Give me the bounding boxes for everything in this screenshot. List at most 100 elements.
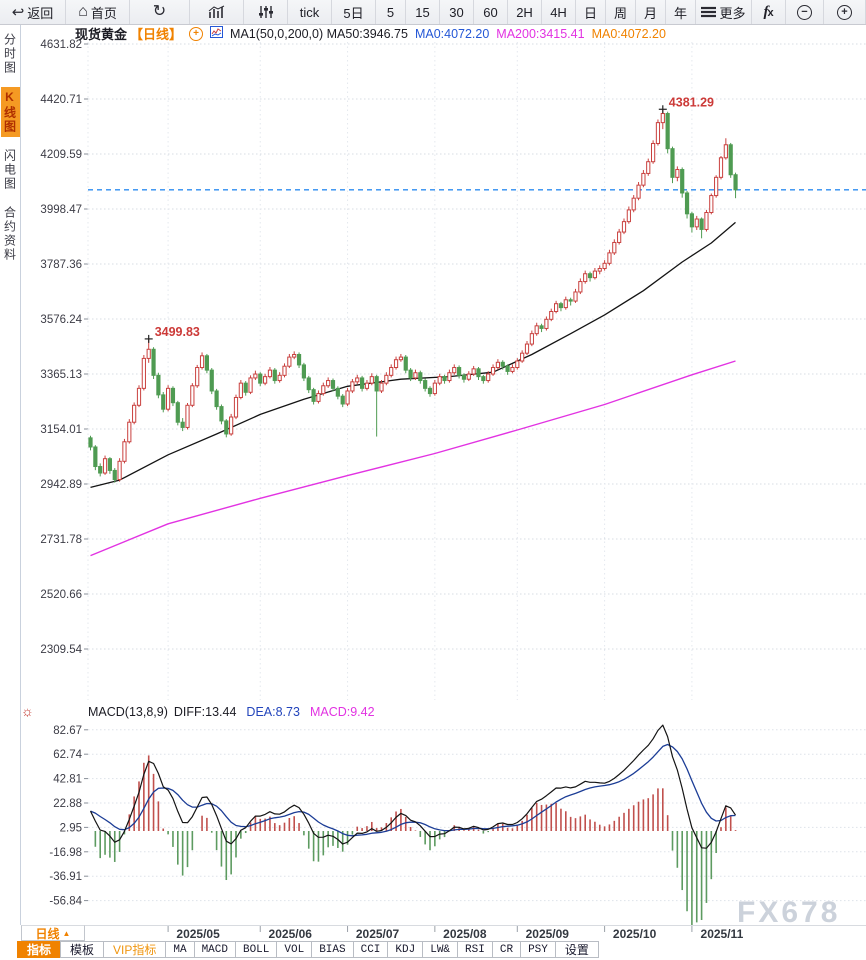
- ma0-orange-value: MA0:4072.20: [591, 26, 666, 41]
- zoom-out-button[interactable]: −: [786, 0, 824, 24]
- svg-text:2520.66: 2520.66: [40, 589, 82, 601]
- period-week-button-label: 周: [613, 5, 627, 21]
- period-day-button[interactable]: 日: [576, 0, 606, 24]
- svg-text:2025/07: 2025/07: [356, 927, 400, 941]
- period-2h-button-label: 2H: [516, 4, 533, 20]
- home-button[interactable]: ⌂ 首页: [66, 0, 130, 24]
- sliders-icon: [258, 6, 273, 18]
- svg-text:2731.78: 2731.78: [40, 534, 82, 546]
- period-30-button[interactable]: 30: [440, 0, 474, 24]
- tab-模板[interactable]: 模板: [60, 941, 105, 958]
- tab-PSY[interactable]: PSY: [520, 941, 556, 958]
- svg-text:2942.89: 2942.89: [40, 479, 82, 491]
- svg-text:2309.54: 2309.54: [40, 644, 82, 656]
- kline-style-button[interactable]: [190, 0, 244, 24]
- indicator-adjust-button[interactable]: [244, 0, 288, 24]
- svg-text:-16.98: -16.98: [49, 847, 82, 859]
- caret-up-icon: ▲: [62, 928, 71, 938]
- svg-text:4209.59: 4209.59: [40, 149, 82, 161]
- tab-BOLL[interactable]: BOLL: [234, 941, 278, 958]
- tab-MA[interactable]: MA: [165, 941, 195, 958]
- tab-指标[interactable]: 指标: [17, 941, 62, 958]
- svg-text:2025/06: 2025/06: [269, 927, 313, 941]
- macd-formula-label: MACD(13,8,9): [88, 705, 168, 719]
- tab-CR[interactable]: CR: [491, 941, 522, 958]
- svg-text:82.67: 82.67: [53, 725, 82, 737]
- period-tick-button-label: tick: [299, 4, 320, 20]
- kline-chart-icon: [208, 5, 224, 18]
- svg-text:62.74: 62.74: [53, 749, 82, 761]
- svg-text:2025/10: 2025/10: [613, 927, 657, 941]
- tab-KDJ[interactable]: KDJ: [387, 941, 424, 958]
- svg-text:42.81: 42.81: [53, 774, 82, 786]
- formula-button[interactable]: fx: [752, 0, 786, 24]
- macd-header: MACD(13,8,9) DIFF:13.44 DEA:8.73 MACD:9.…: [88, 704, 375, 720]
- sidebar-item-3[interactable]: 合约资料: [2, 206, 17, 262]
- period-month-button-label: 月: [643, 5, 657, 21]
- macd-macd-value: MACD:9.42: [309, 705, 375, 719]
- symbol-name: 现货黄金: [75, 27, 128, 42]
- macd-dea-value: DEA:8.73: [246, 705, 300, 719]
- period-15-button[interactable]: 15: [406, 0, 440, 24]
- tab-VOL[interactable]: VOL: [276, 941, 313, 958]
- home-icon: ⌂: [78, 3, 88, 20]
- svg-text:2025/08: 2025/08: [443, 927, 487, 941]
- current-period-selector[interactable]: 日线 ▲: [21, 925, 85, 941]
- svg-text:-56.84: -56.84: [49, 896, 82, 908]
- period-2h-button[interactable]: 2H: [508, 0, 542, 24]
- period-year-button[interactable]: 年: [666, 0, 696, 24]
- tab-LW&[interactable]: LW&: [422, 941, 459, 958]
- tab-CCI[interactable]: CCI: [352, 941, 389, 958]
- period-4h-button-label: 4H: [550, 4, 567, 20]
- svg-text:4420.71: 4420.71: [40, 94, 82, 106]
- refresh-button[interactable]: ↻: [130, 0, 190, 24]
- period-4h-button[interactable]: 4H: [542, 0, 576, 24]
- tab-BIAS[interactable]: BIAS: [311, 941, 354, 958]
- macd-diff-value: DIFF:13.44: [173, 705, 237, 719]
- svg-text:-36.91: -36.91: [49, 871, 82, 883]
- period-5d-button[interactable]: 5日: [332, 0, 376, 24]
- sidebar-item-1[interactable]: K线图: [0, 87, 20, 137]
- period-year-button-label: 年: [673, 5, 687, 21]
- tab-VIP指标[interactable]: VIP指标: [103, 941, 167, 958]
- zoom-out-icon: −: [797, 4, 812, 20]
- ma0-blue-value: MA0:4072.20: [414, 26, 490, 41]
- period-label: 【日线】: [130, 27, 183, 42]
- tab-设置[interactable]: 设置: [554, 941, 599, 958]
- tab-RSI[interactable]: RSI: [457, 941, 493, 958]
- svg-text:3365.13: 3365.13: [40, 369, 82, 381]
- period-tick-button[interactable]: tick: [288, 0, 332, 24]
- period-5-button[interactable]: 5: [376, 0, 406, 24]
- period-day-button-label: 日: [583, 5, 597, 21]
- svg-text:3998.47: 3998.47: [40, 204, 82, 216]
- back-button[interactable]: ↩ 返回: [0, 0, 66, 24]
- more-button[interactable]: 更多: [696, 0, 752, 24]
- period-5d-button-label: 5日: [343, 5, 364, 21]
- svg-text:2025/09: 2025/09: [526, 927, 570, 941]
- period-month-button[interactable]: 月: [636, 0, 666, 24]
- back-button-label: 返回: [27, 5, 54, 21]
- more-icon: [701, 6, 717, 18]
- svg-text:4631.82: 4631.82: [40, 39, 82, 51]
- sidebar-item-0[interactable]: 分时图: [2, 33, 17, 75]
- svg-text:3787.36: 3787.36: [40, 259, 82, 271]
- indicator-settings-icon[interactable]: ☼: [21, 703, 34, 719]
- ma-config-label: MA1(50,0,200,0) MA50:3946.75: [230, 26, 408, 41]
- tab-MACD[interactable]: MACD: [193, 941, 236, 958]
- left-sidebar: 分时图 K线图闪电图合约资料: [0, 25, 21, 925]
- mini-kline-icon[interactable]: [210, 26, 224, 41]
- axis-row-separator: [21, 925, 866, 926]
- period-week-button[interactable]: 周: [606, 0, 636, 24]
- more-button-label: 更多: [719, 5, 746, 21]
- zoom-in-icon: +: [837, 4, 852, 20]
- period-60-button[interactable]: 60: [474, 0, 508, 24]
- current-period-label: 日线: [35, 926, 60, 941]
- sidebar-item-2[interactable]: 闪电图: [2, 149, 17, 191]
- svg-text:2025/05: 2025/05: [176, 927, 220, 941]
- top-toolbar: ↩ 返回 ⌂ 首页 ↻ tick 5日 5 15 30 60 2H 4H 日周月年 更多 fx − +: [0, 0, 866, 25]
- indicator-tabbar: 指标 模板 VIP指标 MA MACD BOLL VOL BIAS CCI KDJ LW& RSI CR…: [17, 941, 599, 958]
- fx-icon: fx: [763, 3, 774, 20]
- zoom-in-button[interactable]: +: [824, 0, 866, 24]
- add-indicator-icon[interactable]: +: [189, 26, 204, 41]
